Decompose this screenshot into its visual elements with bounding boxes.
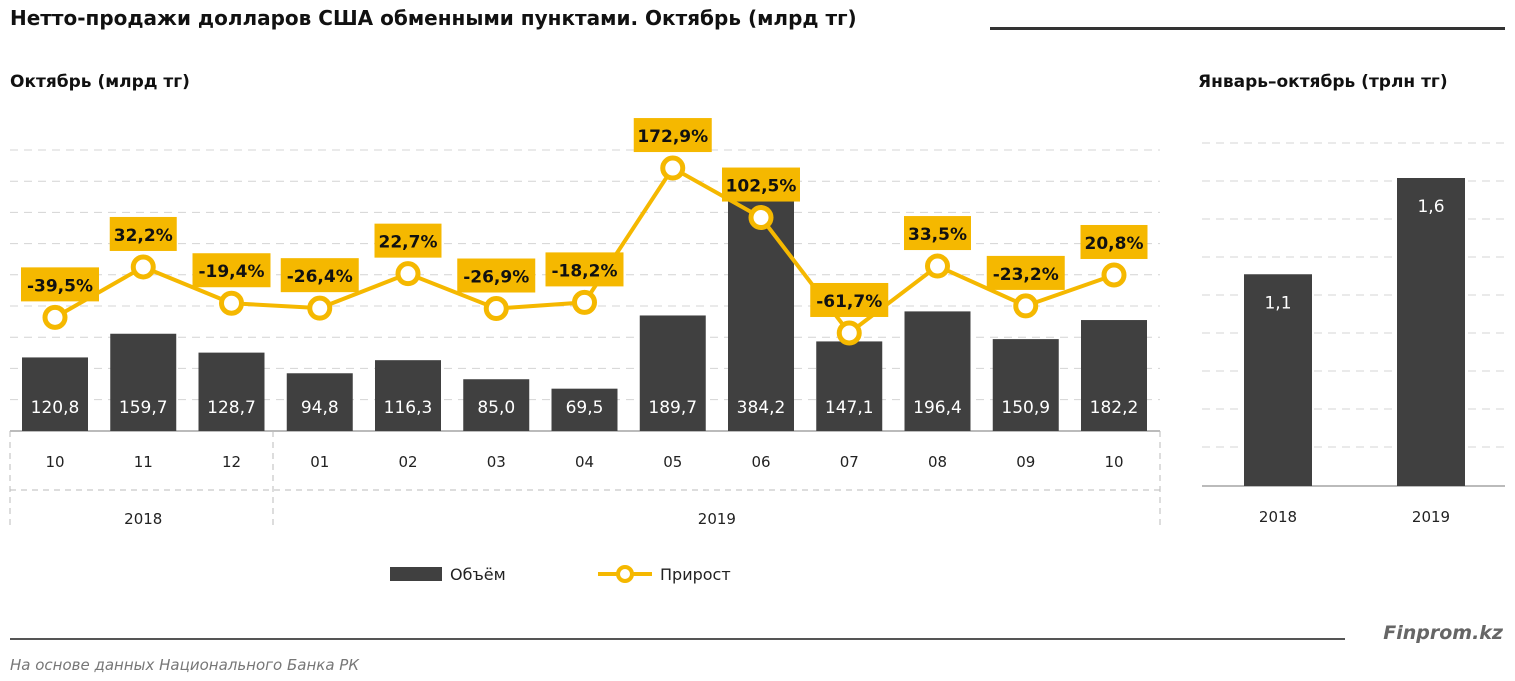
bar-2019: [1397, 178, 1465, 486]
growth-label-box: [1080, 224, 1148, 259]
left-chart-title: Октябрь (млрд тг): [10, 72, 190, 92]
growth-label-box: [21, 267, 99, 302]
growth-label-box: [280, 258, 359, 293]
x-tick-label: 02: [398, 453, 417, 471]
year-group-label: 2019: [698, 510, 736, 528]
growth-point: [395, 261, 421, 287]
title-rule: [990, 27, 1505, 30]
bar-11: [110, 333, 177, 431]
x-tick-label: 07: [840, 453, 859, 471]
growth-label: 20,8%: [1085, 234, 1144, 254]
bar-value-label: 85,0: [477, 398, 515, 418]
bar-03: [463, 379, 530, 431]
bar-05: [639, 315, 706, 431]
bar-04: [551, 388, 618, 431]
growth-label-box: [986, 255, 1065, 290]
bar-01: [286, 373, 353, 431]
growth-label: -26,9%: [463, 268, 529, 288]
growth-label: 32,2%: [114, 226, 173, 246]
bar-value-label: 150,9: [1001, 398, 1050, 418]
bar-2018: [1244, 274, 1312, 486]
growth-label: 22,7%: [379, 233, 438, 253]
x-tick-label: 2019: [1412, 508, 1450, 526]
growth-label-box: [810, 282, 889, 317]
growth-point: [836, 320, 862, 346]
growth-point: [130, 254, 156, 280]
growth-point: [219, 290, 244, 316]
bar-value-label: 384,2: [737, 398, 786, 418]
chart-title: Нетто-продажи долларов США обменными пун…: [10, 6, 857, 30]
bar-value-label: 120,8: [31, 398, 80, 418]
footer-rule: [10, 638, 1345, 640]
bar-value-label: 159,7: [119, 398, 168, 418]
growth-label-box: [545, 252, 624, 287]
growth-label-box: [722, 167, 800, 202]
bar-08: [904, 311, 971, 431]
growth-point: [307, 295, 333, 321]
x-tick-label: 06: [751, 453, 770, 471]
bar-07: [816, 341, 883, 431]
x-tick-label: 01: [310, 453, 329, 471]
growth-label-box: [192, 253, 271, 288]
growth-point: [748, 205, 774, 231]
bar-value-label: 1,6: [1417, 197, 1444, 217]
growth-label: 172,9%: [637, 127, 708, 147]
growth-point: [1101, 262, 1127, 288]
growth-label-box: [457, 258, 536, 293]
growth-label: 33,5%: [908, 225, 967, 245]
growth-point: [660, 155, 686, 181]
growth-label-box: [109, 216, 177, 251]
growth-label: -39,5%: [27, 276, 93, 296]
bar-value-label: 196,4: [913, 398, 962, 418]
x-tick-label: 12: [222, 453, 241, 471]
growth-point: [925, 253, 950, 279]
growth-label: 102,5%: [726, 177, 797, 197]
x-tick-label: 10: [1104, 453, 1123, 471]
bar-value-label: 128,7: [207, 398, 256, 418]
bar-10: [1081, 320, 1147, 431]
x-tick-label: 04: [575, 453, 594, 471]
bar-value-label: 116,3: [384, 398, 433, 418]
x-tick-label: 2018: [1259, 508, 1297, 526]
growth-label-box: [633, 118, 712, 153]
legend-bar-label: Объём: [450, 565, 506, 584]
right-chart-title: Январь–октябрь (трлн тг): [1198, 72, 1448, 92]
x-tick-label: 11: [134, 453, 153, 471]
brand-logo: Finprom.kz: [1383, 622, 1503, 644]
growth-label-box: [904, 216, 971, 251]
source-note: На основе данных Национального Банка РК: [10, 656, 359, 674]
growth-label: -26,4%: [287, 267, 353, 287]
bar-value-label: 182,2: [1090, 398, 1139, 418]
growth-point: [1013, 293, 1039, 319]
bar-value-label: 1,1: [1264, 293, 1291, 313]
x-tick-label: 03: [487, 453, 506, 471]
bar-10: [22, 357, 88, 431]
legend-line-label: Прирост: [660, 565, 731, 584]
legend-bar-swatch: [390, 567, 442, 581]
bar-02: [375, 360, 441, 431]
bar-value-label: 189,7: [648, 398, 697, 418]
x-tick-label: 09: [1016, 453, 1035, 471]
growth-label: -18,2%: [551, 261, 617, 281]
growth-point: [572, 289, 597, 315]
growth-label: -19,4%: [198, 262, 264, 282]
bar-value-label: 94,8: [301, 398, 339, 418]
growth-point: [483, 296, 509, 322]
bar-06: [728, 197, 794, 431]
growth-label: -61,7%: [816, 292, 882, 312]
year-group-label: 2018: [124, 510, 162, 528]
bar-12: [198, 352, 265, 431]
growth-label: -23,2%: [993, 265, 1059, 285]
bar-value-label: 147,1: [825, 398, 874, 418]
x-tick-label: 08: [928, 453, 947, 471]
bar-09: [992, 339, 1059, 431]
legend-line-marker: [616, 565, 634, 583]
growth-point: [42, 304, 68, 330]
x-tick-label: 10: [45, 453, 64, 471]
x-tick-label: 05: [663, 453, 682, 471]
bar-value-label: 69,5: [566, 398, 604, 418]
growth-label-box: [374, 223, 442, 258]
